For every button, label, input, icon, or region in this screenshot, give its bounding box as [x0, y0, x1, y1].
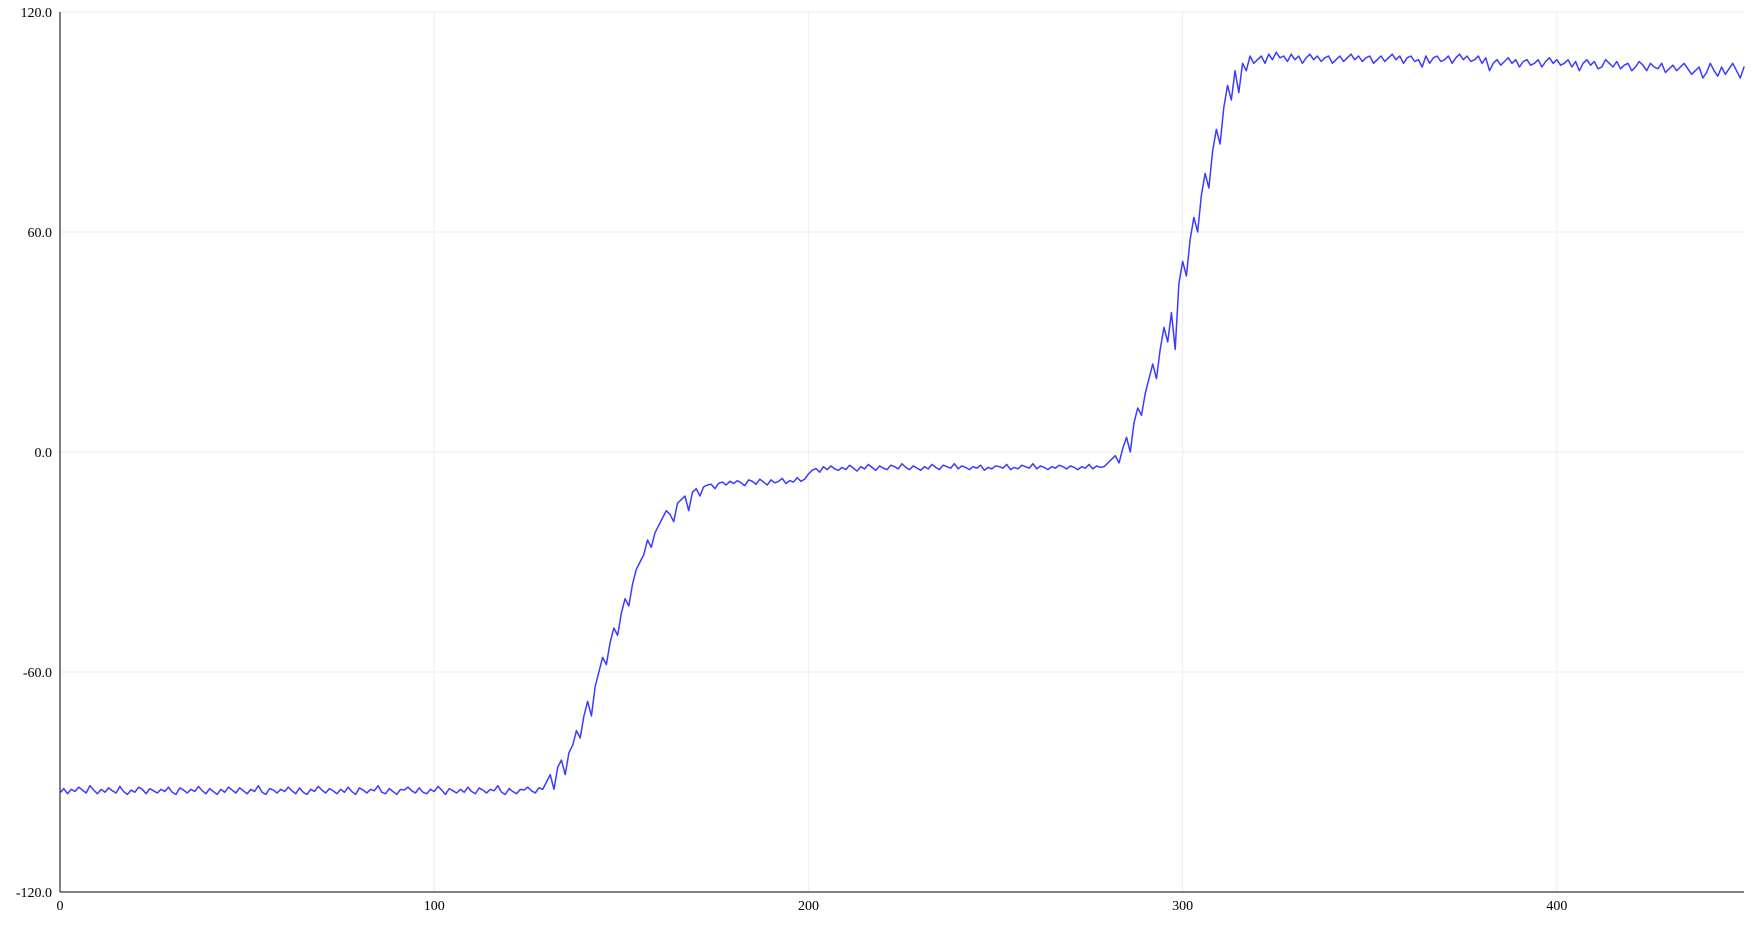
y-tick-label: 0.0: [35, 446, 53, 461]
x-tick-label: 100: [424, 899, 445, 914]
chart-svg: 0 100 200 300 400 -120.0 -60.0 0.0 60.0 120.0: [0, 0, 1756, 928]
x-tick-label: 0: [57, 899, 64, 914]
x-tick-label: 200: [798, 899, 819, 914]
y-tick-label: -120.0: [16, 886, 52, 901]
y-tick-label: 60.0: [28, 226, 53, 241]
y-tick-label: 120.0: [21, 6, 53, 21]
x-tick-label: 300: [1172, 899, 1193, 914]
x-tick-label: 400: [1546, 899, 1567, 914]
line-chart: 0 100 200 300 400 -120.0 -60.0 0.0 60.0 120.0: [0, 0, 1756, 928]
chart-background: [0, 0, 1756, 928]
y-tick-label: -60.0: [23, 666, 52, 681]
